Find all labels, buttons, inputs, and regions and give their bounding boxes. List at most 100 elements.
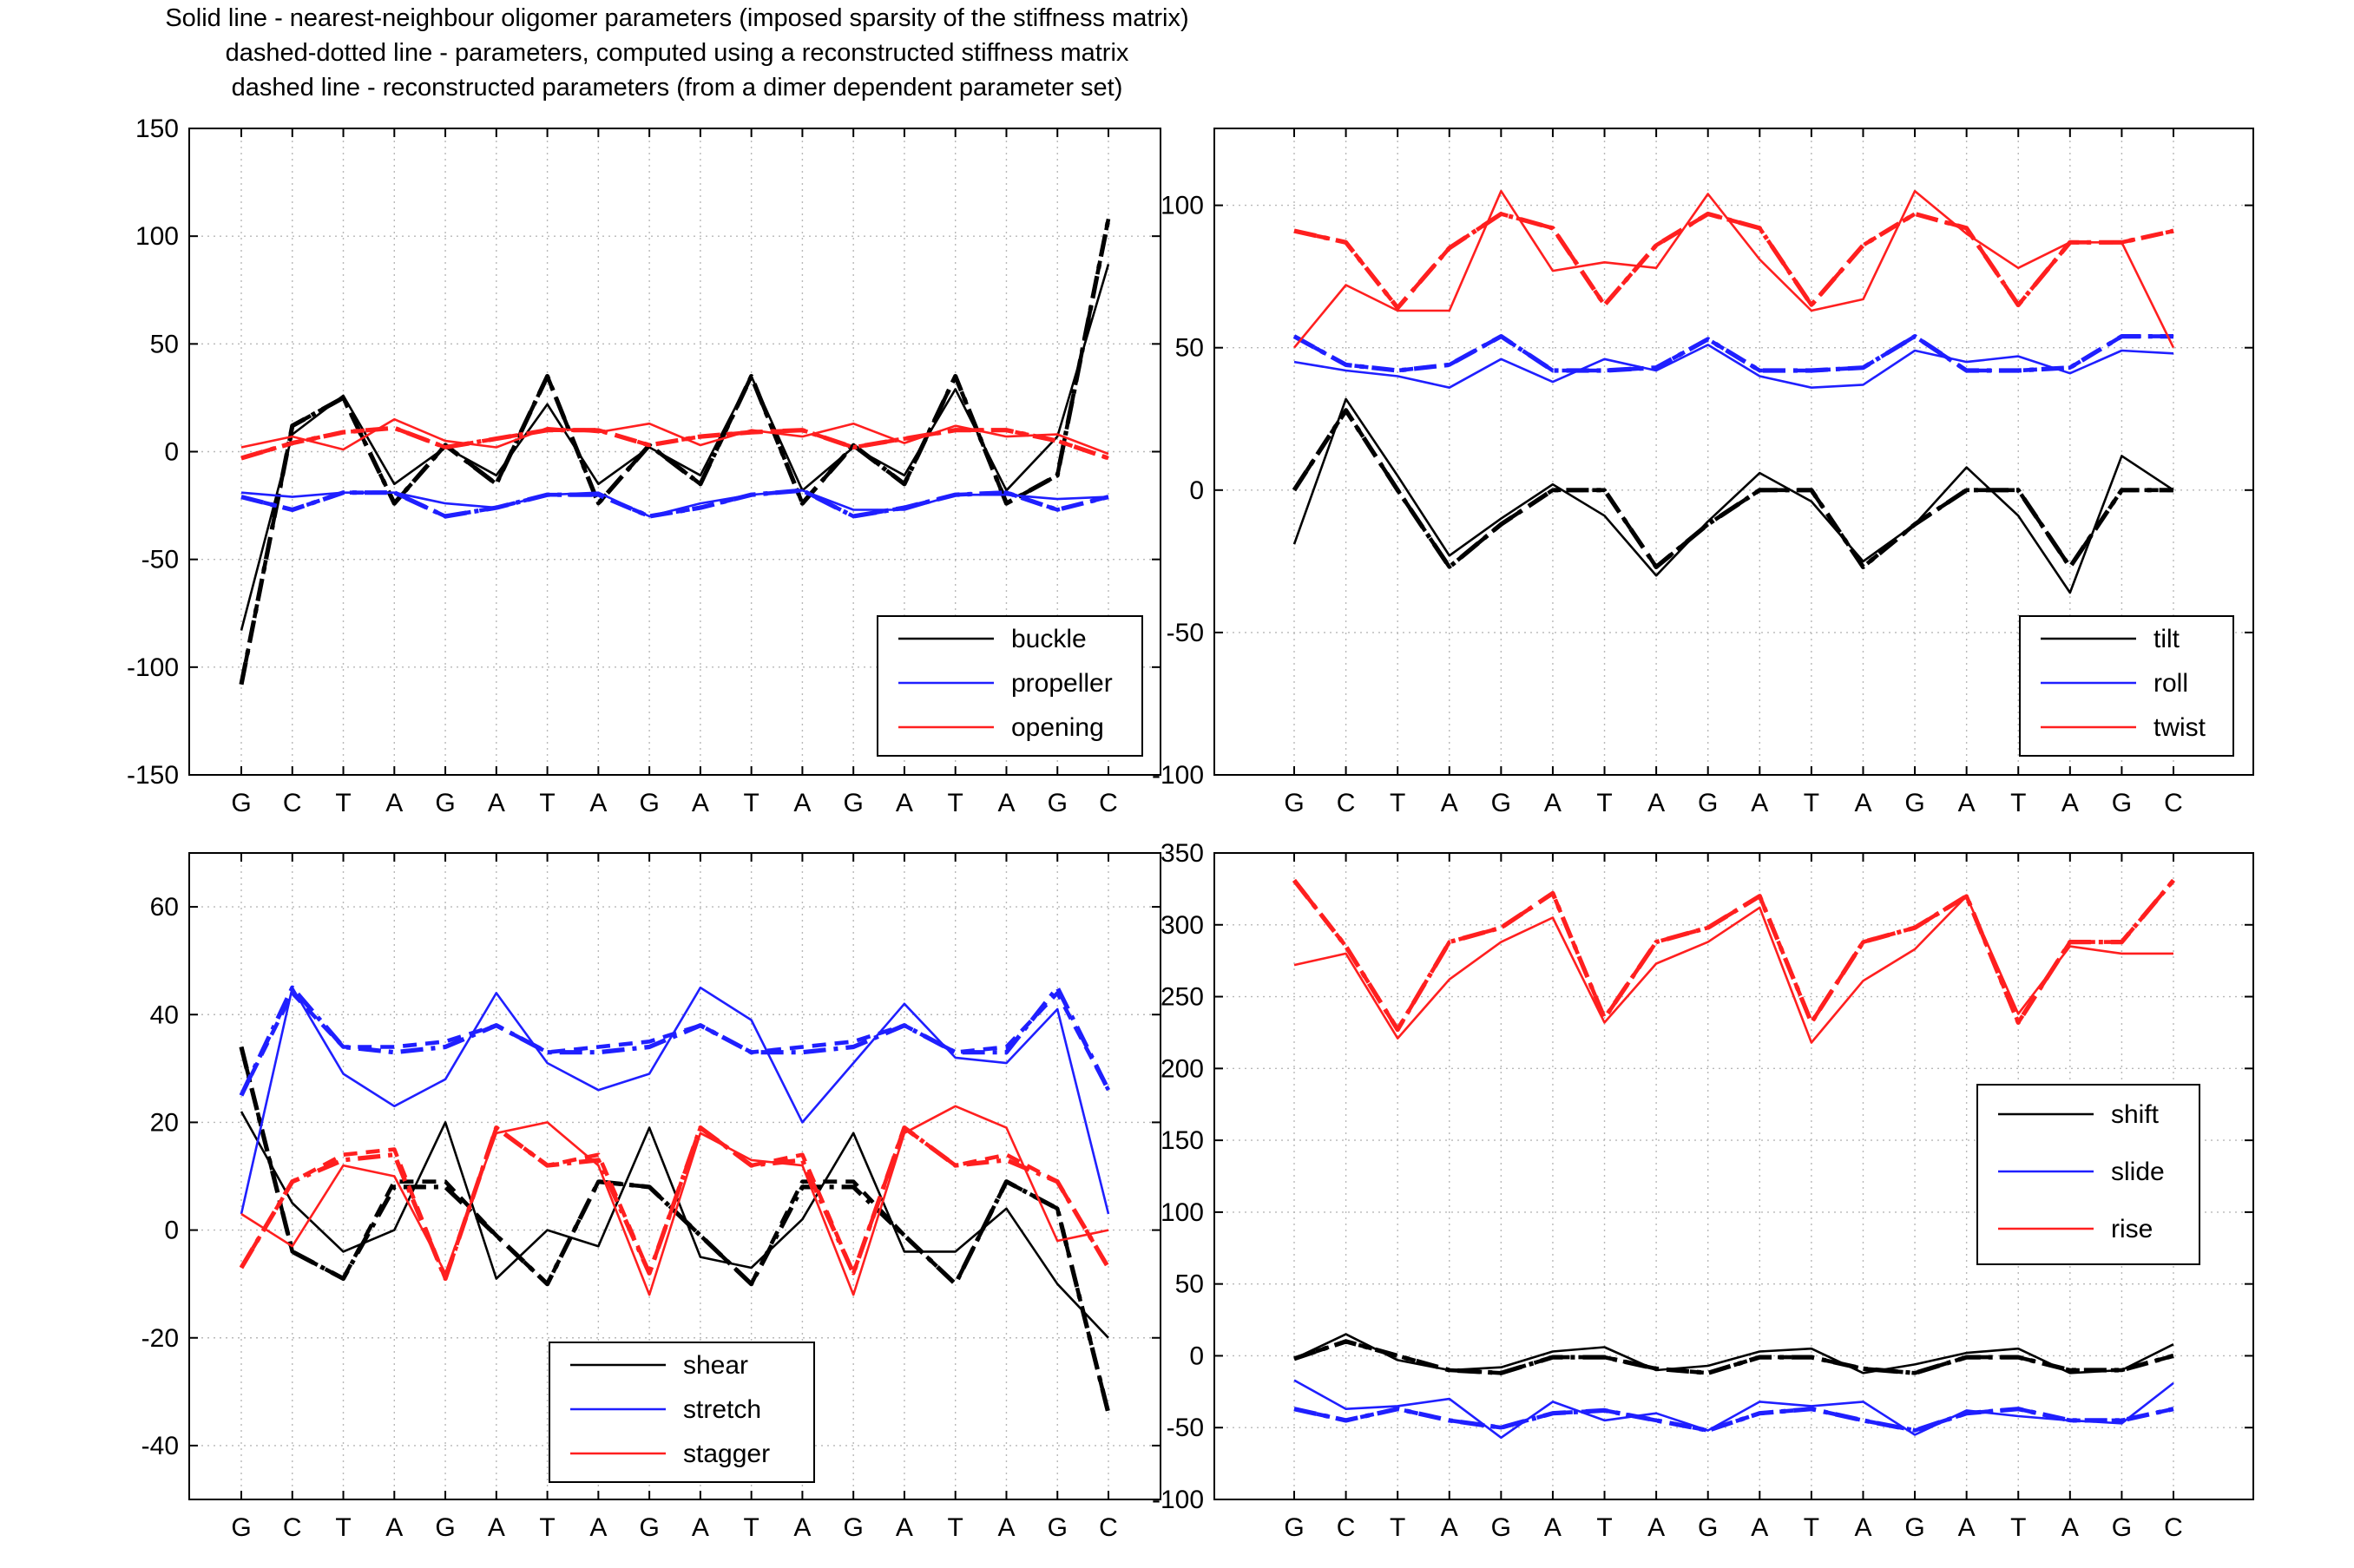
x-tick-label: G <box>639 1513 659 1542</box>
axes-frame <box>1213 852 2254 1500</box>
x-tick-label: C <box>283 789 302 817</box>
x-tick-label: T <box>1390 1513 1405 1542</box>
y-tick-label: -40 <box>141 1432 179 1460</box>
x-tick-label: G <box>1491 789 1511 817</box>
x-tick-label: G <box>435 1513 455 1542</box>
axes-frame <box>1213 128 2254 776</box>
title-line-2: dashed-dotted line - parameters, compute… <box>226 39 1129 67</box>
x-tick-label: G <box>639 789 659 817</box>
x-tick-label: C <box>283 1513 302 1542</box>
x-tick-label: T <box>948 789 963 817</box>
x-tick-label: A <box>896 1513 913 1542</box>
series-group <box>1292 189 2175 594</box>
y-tick-label: 250 <box>1161 983 1204 1012</box>
y-tick-label: -100 <box>127 653 179 682</box>
x-tick-label: T <box>1596 789 1612 817</box>
series-line-stagger-solid <box>240 1105 1109 1296</box>
x-tick-label: G <box>435 789 455 817</box>
legend-label-slide: slide <box>2111 1158 2165 1186</box>
legend-label-shift: shift <box>2111 1100 2160 1129</box>
y-tick-label: 300 <box>1161 911 1204 940</box>
series-line-stagger-dashdot <box>239 1125 1111 1282</box>
x-tick-label: G <box>1048 789 1068 817</box>
y-tick-label: -20 <box>141 1324 179 1353</box>
series-line-twist-dashdot <box>1293 211 2174 311</box>
x-tick-label: G <box>1698 1513 1718 1542</box>
y-tick-label: 50 <box>1175 1270 1204 1299</box>
legend: tilt roll twist <box>2019 615 2234 757</box>
series-line-slide-dashed <box>1293 1407 2174 1433</box>
legend: buckle propeller opening <box>877 615 1143 757</box>
series-line-stagger-dashed <box>240 1125 1110 1281</box>
x-tick-label: A <box>997 789 1015 817</box>
x-tick-label: G <box>1284 1513 1304 1542</box>
y-tick-label: 50 <box>1175 334 1204 363</box>
x-tick-label: A <box>2061 1513 2079 1542</box>
x-tick-label: T <box>539 1513 555 1542</box>
legend-label-rise: rise <box>2111 1215 2153 1243</box>
x-tick-label: A <box>1647 1513 1665 1542</box>
y-tick-label: 100 <box>135 222 179 251</box>
legend-label-opening: opening <box>1011 713 1104 742</box>
x-tick-label: G <box>231 789 251 817</box>
y-tick-label: -50 <box>141 546 179 574</box>
series-line-shift-dashed <box>1293 1339 2174 1375</box>
grid <box>189 853 1161 1499</box>
legend: shift slide rise <box>1976 1084 2200 1265</box>
x-tick-label: A <box>793 789 811 817</box>
x-tick-label: A <box>1441 789 1458 817</box>
x-tick-label: A <box>1544 1513 1562 1542</box>
x-tick-label: T <box>743 789 759 817</box>
series-line-roll-solid <box>1293 344 2174 390</box>
x-tick-label: T <box>1804 789 1819 817</box>
x-tick-label: A <box>1958 1513 1976 1542</box>
series-line-propeller-dashed <box>240 488 1109 519</box>
y-tick-label: -150 <box>127 761 179 790</box>
grid <box>1214 128 2253 776</box>
legend-label-shear: shear <box>683 1351 748 1380</box>
x-tick-label: T <box>1804 1513 1819 1542</box>
x-tick-label: G <box>844 789 864 817</box>
legend-label-propeller: propeller <box>1011 669 1113 698</box>
x-tick-label: G <box>1698 789 1718 817</box>
legend-label-roll: roll <box>2153 669 2188 698</box>
legend-label-stretch: stretch <box>683 1395 761 1424</box>
series-line-tilt-solid <box>1292 397 2174 594</box>
x-tick-label: T <box>1390 789 1405 817</box>
x-tick-label: G <box>2112 1513 2132 1542</box>
series-group <box>239 985 1111 1414</box>
series-line-shift-solid <box>1293 1333 2174 1374</box>
y-tick-label: 150 <box>135 115 179 143</box>
subplot-4: -100 -50 0 50 100 150 200 250 300 350 G C T A G A T A G A T A… <box>1152 839 2254 1542</box>
y-tick-label: 0 <box>1189 1342 1204 1370</box>
x-tick-label: T <box>2010 789 2026 817</box>
x-tick-label: T <box>539 789 555 817</box>
y-tick-label: 50 <box>150 330 179 358</box>
series-line-rise-solid <box>1293 895 2173 1044</box>
x-tick-label: A <box>1647 789 1665 817</box>
series-line-shear-solid <box>240 1111 1109 1339</box>
series-group <box>239 218 1111 686</box>
series-line-opening-solid <box>240 417 1109 456</box>
x-tick-label: A <box>1441 1513 1458 1542</box>
x-tick-label: A <box>1958 789 1976 817</box>
x-tick-label: A <box>692 789 709 817</box>
x-tick-label: T <box>743 1513 759 1542</box>
x-tick-label: G <box>1491 1513 1511 1542</box>
y-tick-label: 60 <box>150 893 179 922</box>
series-line-tilt-dashdot <box>1292 408 2173 570</box>
x-tick-label: A <box>692 1513 709 1542</box>
x-tick-label: G <box>1048 1513 1068 1542</box>
series-line-twist-solid <box>1292 189 2175 349</box>
x-tick-label: A <box>997 1513 1015 1542</box>
subplots-group: -150 -100 -50 0 50 100 150 G C T A G A T A G A T A G A T A G Cbu… <box>127 115 2254 1542</box>
title-line-3: dashed line - reconstructed parameters (… <box>232 74 1123 102</box>
legend-label-twist: twist <box>2153 713 2206 742</box>
x-tick-label: G <box>2112 789 2132 817</box>
y-tick-label: 150 <box>1161 1126 1204 1155</box>
x-tick-label: C <box>1099 1513 1118 1542</box>
legend-label-stagger: stagger <box>683 1440 770 1468</box>
x-tick-label: A <box>589 789 607 817</box>
